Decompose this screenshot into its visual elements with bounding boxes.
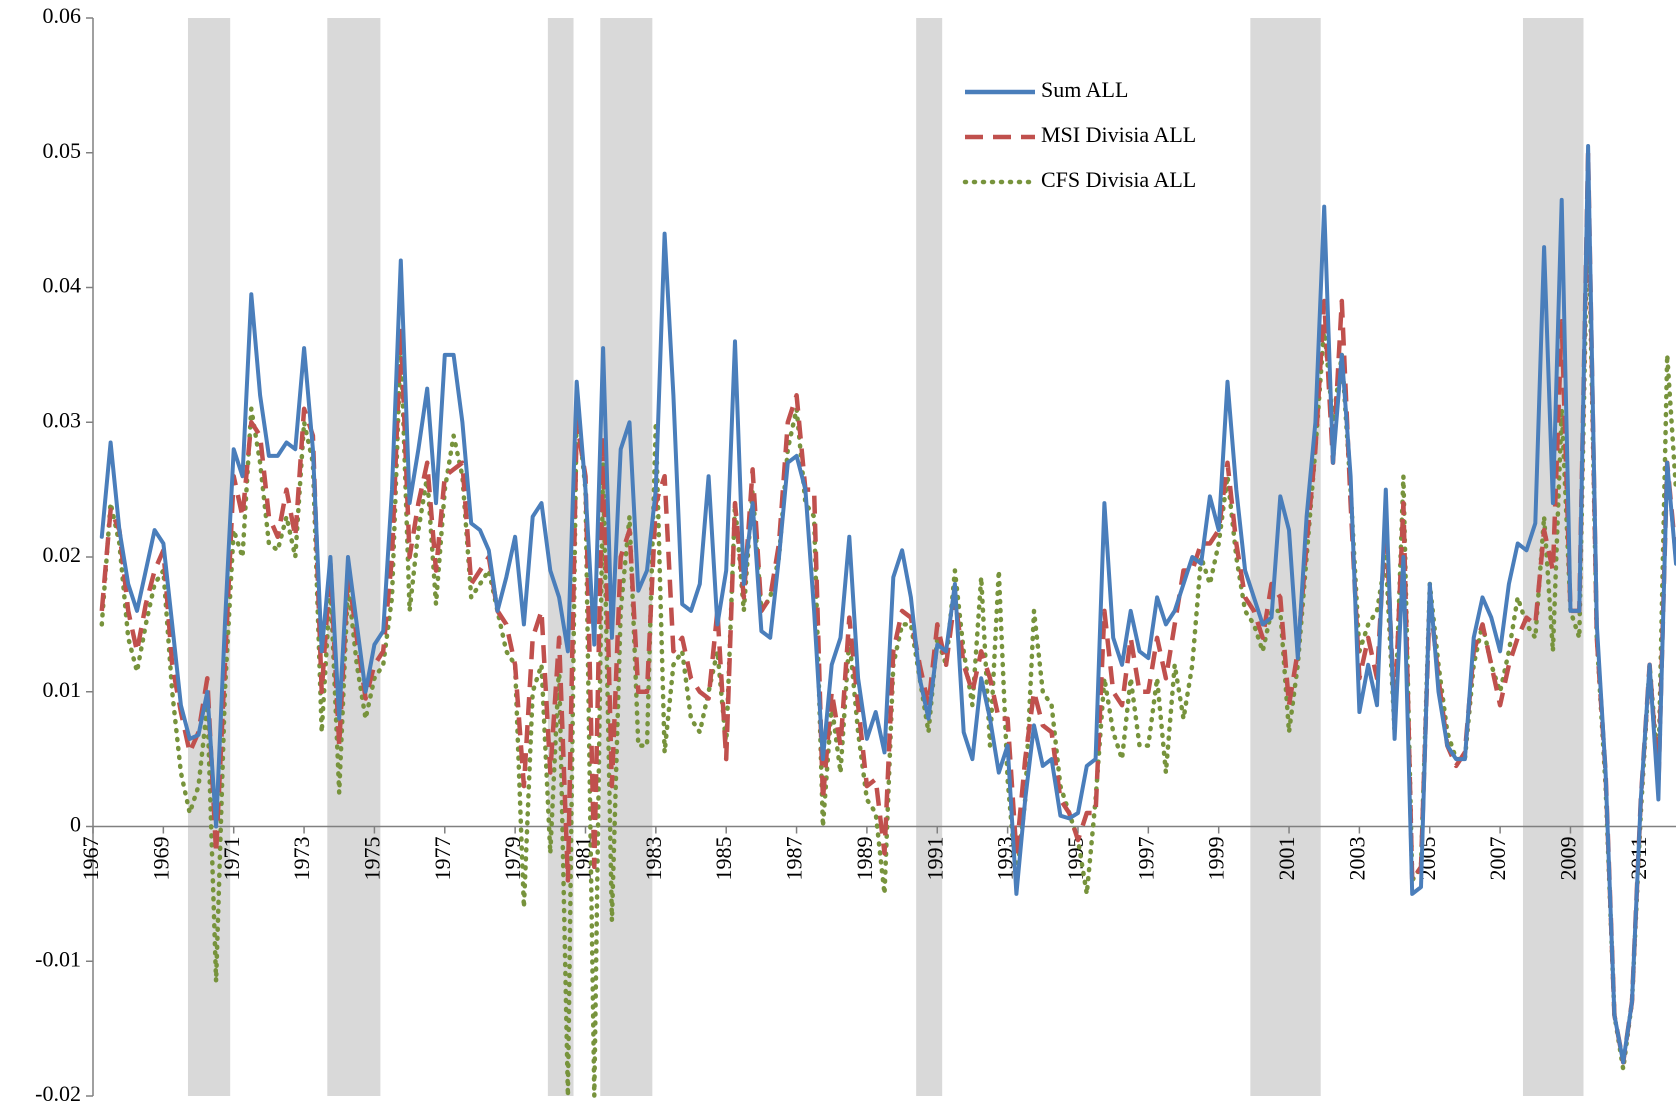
x-tick-label: 1985: [711, 837, 736, 881]
y-tick-label: 0.06: [43, 3, 82, 28]
x-tick-label: 1999: [1204, 837, 1229, 881]
legend-label: Sum ALL: [1041, 77, 1128, 102]
x-tick-label: 1983: [641, 837, 666, 881]
y-tick-label: -0.02: [35, 1081, 81, 1106]
y-tick-label: 0.02: [43, 542, 82, 567]
y-tick-label: 0.05: [43, 138, 82, 163]
x-tick-label: 2001: [1274, 837, 1299, 881]
y-tick-label: 0.01: [43, 677, 82, 702]
legend: Sum ALL MSI Divisia ALL CFS Divisia ALL: [962, 77, 1196, 192]
x-tick-label: 1969: [148, 837, 173, 881]
x-tick-label: 1989: [852, 837, 877, 881]
y-tick-label: 0.04: [43, 273, 82, 298]
shaded-period: [187, 18, 231, 1096]
x-tick-label: 2009: [1556, 837, 1581, 881]
shaded-period: [327, 18, 381, 1096]
x-tick-label: 1977: [430, 837, 455, 881]
x-tick-label: 2003: [1344, 837, 1369, 881]
x-tick-label: 1987: [782, 837, 807, 881]
x-tick-label: 2007: [1485, 837, 1510, 881]
legend-label: MSI Divisia ALL: [1041, 122, 1196, 147]
series-line: [99, 144, 1676, 1065]
x-tick-label: 1971: [219, 837, 244, 881]
y-tick-label: 0.03: [43, 407, 82, 432]
x-tick-label: 1991: [922, 837, 947, 881]
legend-label: CFS Divisia ALL: [1041, 167, 1196, 192]
y-tick-label: 0: [70, 812, 81, 837]
shaded-period: [916, 18, 943, 1096]
shaded-period: [1250, 18, 1321, 1096]
x-tick-label: 1975: [359, 837, 384, 881]
x-tick-label: 1997: [1133, 837, 1158, 881]
x-tick-label: 1967: [78, 837, 103, 881]
y-tick-label: -0.01: [35, 946, 81, 971]
x-tick-label: 1973: [289, 837, 314, 881]
